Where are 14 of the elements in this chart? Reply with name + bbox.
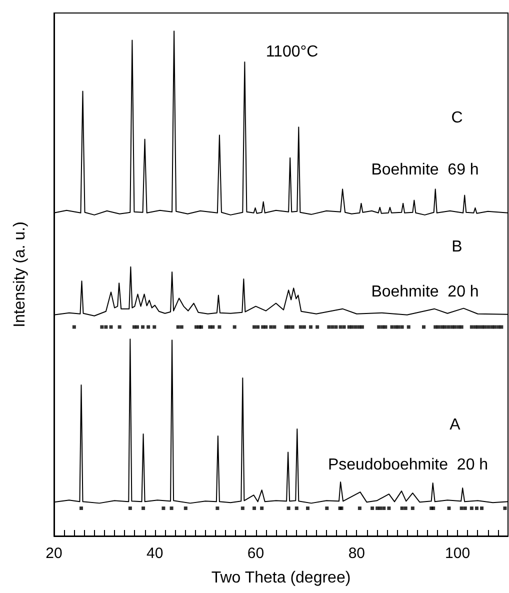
x-tick-label: 20 [46,545,62,562]
x-tick-label: 60 [247,545,264,562]
x-axis-title: Two Theta (degree) [211,570,351,586]
annotation: C [451,110,463,126]
annotation: A [450,416,461,434]
x-tick-label: 40 [146,545,164,562]
x-tick-label: 80 [348,545,366,562]
x-tick-label: 100 [445,545,470,562]
annotation: Boehmite 20 h [371,284,479,300]
annotation: 1100°C [266,44,318,60]
y-axis-title: Intensity (a. u.) [12,222,28,328]
annotation: Pseudoboehmite 20 h [328,456,488,474]
annotation: B [452,238,462,256]
annotation: Boehmite 69 h [371,162,479,178]
